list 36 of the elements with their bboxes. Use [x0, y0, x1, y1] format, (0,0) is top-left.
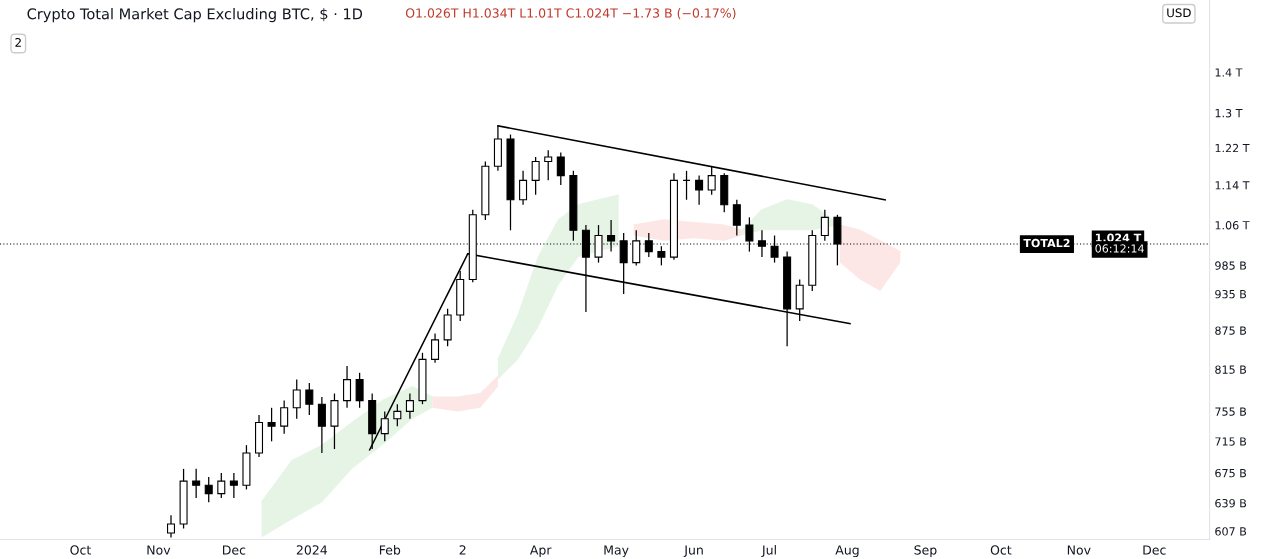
x-tick-label: Aug	[835, 545, 859, 558]
y-tick-label: 1.22 T	[1215, 143, 1250, 153]
annotation: 06:12:14	[1095, 244, 1144, 253]
annotation: 1.024 T	[1095, 233, 1142, 242]
x-tick-label: Jun	[683, 545, 703, 557]
x-tick-label: Nov	[147, 545, 171, 555]
x-tick-label: May	[604, 545, 629, 558]
y-tick-label: 875 B	[1215, 326, 1247, 335]
y-tick-label: 985 B	[1215, 261, 1247, 270]
text: O1.026T H1.034T L1.01T C1.024T −1.73 B (−0.17%)	[405, 8, 736, 20]
annotation: 2	[15, 37, 21, 47]
y-tick-label: 815 B	[1215, 365, 1247, 374]
y-tick-label: 715 B	[1215, 437, 1247, 446]
x-tick-label: Oct	[70, 545, 91, 555]
y-tick-label: 675 B	[1215, 468, 1247, 478]
x-tick-label: Feb	[379, 544, 401, 555]
x-tick-label: Jul	[761, 544, 776, 557]
y-tick-label: 755 B	[1215, 407, 1247, 416]
x-tick-label: Sep	[914, 545, 937, 558]
text: Crypto Total Market Cap Excluding BTC, $ · 1D	[27, 8, 363, 23]
annotation: USD	[1167, 8, 1191, 18]
x-tick-label: 2024	[296, 545, 328, 555]
x-tick-label: Apr	[529, 545, 552, 558]
y-tick-label: 607 B	[1215, 527, 1247, 536]
y-tick-label: 935 B	[1215, 289, 1247, 299]
y-tick-label: 1.4 T	[1215, 68, 1243, 77]
x-tick-label: Dec	[1143, 545, 1166, 555]
x-tick-label: Dec	[223, 545, 246, 555]
y-tick-label: 639 B	[1215, 498, 1247, 508]
y-tick-label: 1.14 T	[1215, 181, 1250, 190]
y-tick-label: 1.06 T	[1215, 221, 1250, 230]
y-tick-label: 1.3 T	[1215, 108, 1243, 118]
ref-line-label: TOTAL2	[1023, 238, 1070, 248]
x-tick-label: 2	[459, 545, 466, 555]
x-tick-label: Oct	[990, 545, 1012, 555]
x-tick-label: Nov	[1067, 545, 1091, 555]
